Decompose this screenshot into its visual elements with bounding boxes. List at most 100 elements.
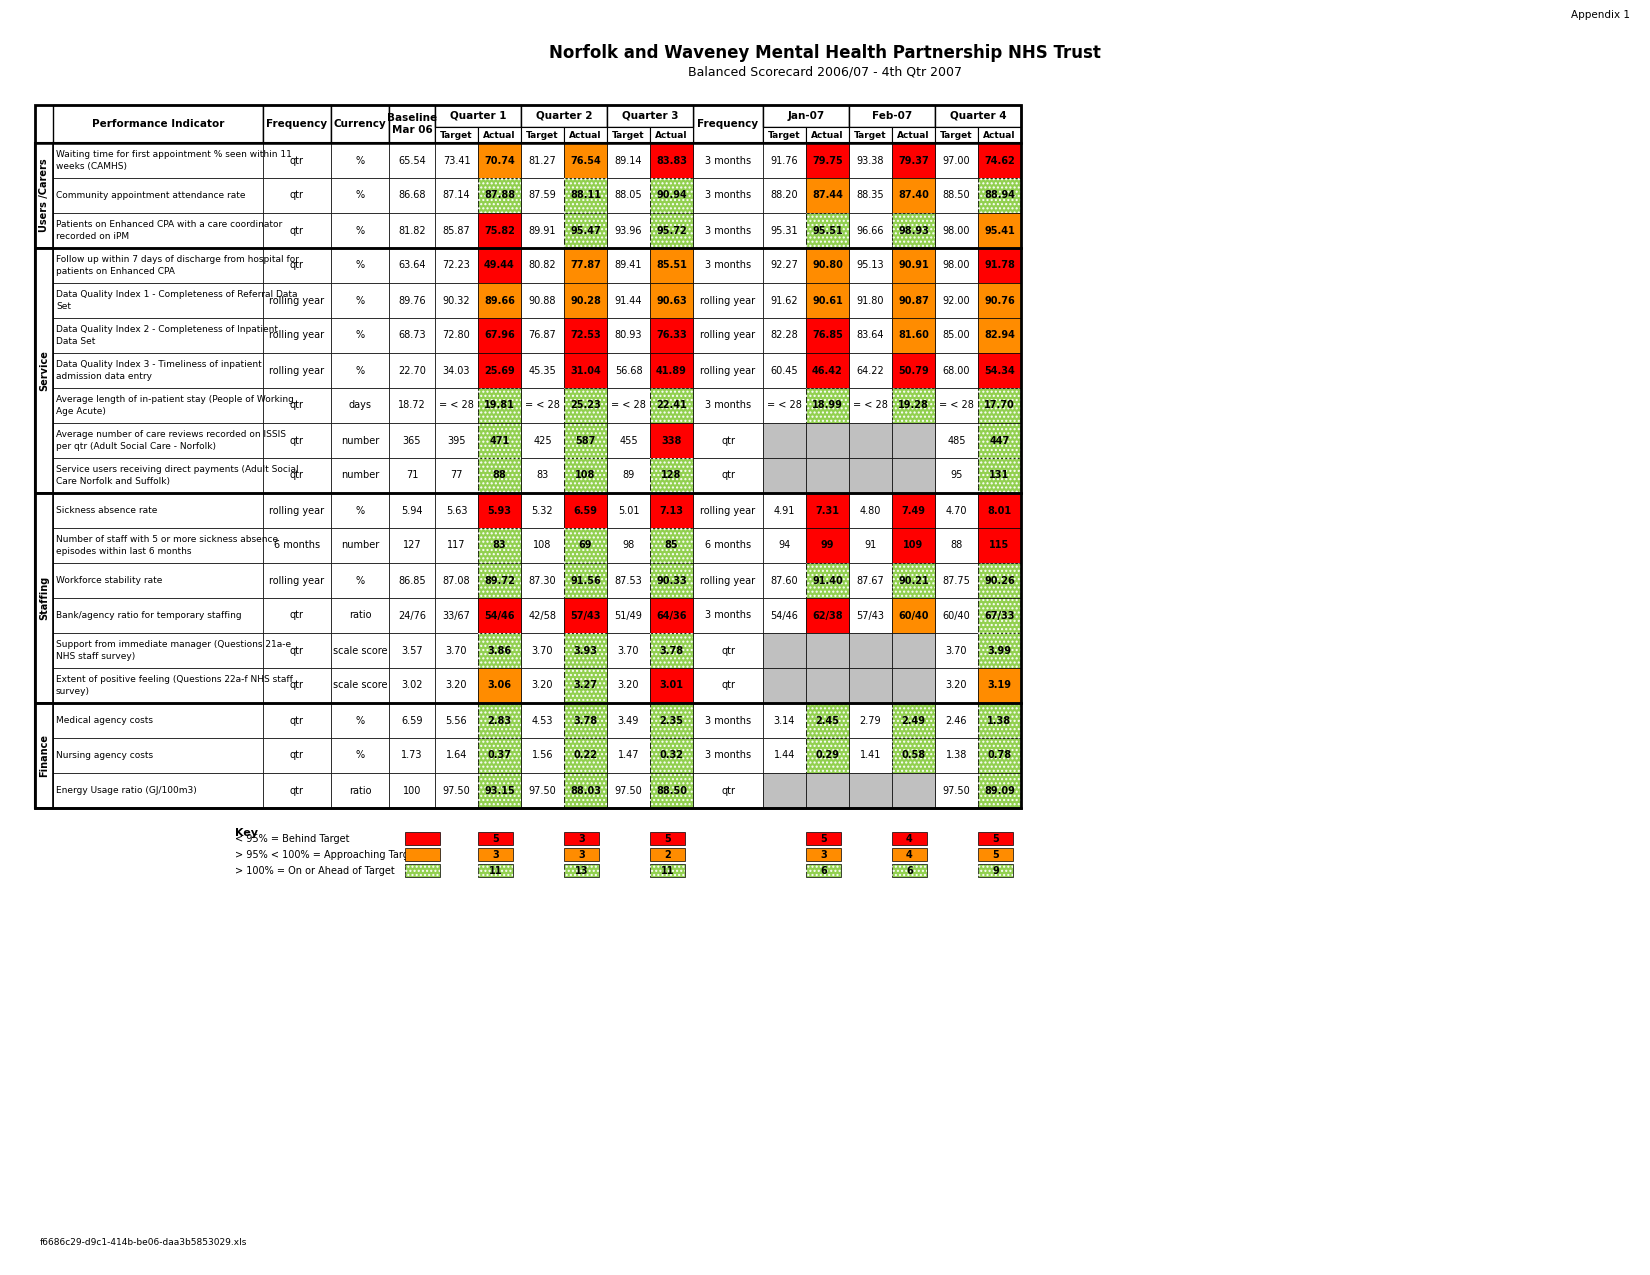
Text: Performance Indicator: Performance Indicator bbox=[92, 119, 224, 129]
Bar bbox=[693, 105, 762, 143]
Text: 88.50: 88.50 bbox=[657, 785, 686, 796]
Bar bbox=[53, 493, 262, 528]
Text: 91.56: 91.56 bbox=[571, 575, 601, 585]
Bar bbox=[936, 249, 978, 283]
Bar bbox=[53, 458, 262, 493]
Bar bbox=[693, 493, 762, 528]
Bar bbox=[893, 864, 927, 877]
Bar bbox=[262, 423, 332, 458]
Text: qtr: qtr bbox=[290, 751, 304, 760]
Text: 46.42: 46.42 bbox=[812, 366, 843, 376]
Bar bbox=[332, 703, 389, 738]
Bar bbox=[35, 703, 53, 808]
Text: qtr: qtr bbox=[721, 785, 734, 796]
Bar bbox=[607, 143, 650, 179]
Text: 95.41: 95.41 bbox=[983, 226, 1015, 236]
Bar bbox=[53, 283, 262, 317]
Text: 87.88: 87.88 bbox=[483, 190, 515, 200]
Bar bbox=[262, 493, 332, 528]
Bar bbox=[389, 632, 436, 668]
Text: Number of staff with 5 or more sickness absence
episodes within last 6 months: Number of staff with 5 or more sickness … bbox=[56, 536, 279, 556]
Text: 0.32: 0.32 bbox=[660, 751, 683, 760]
Text: 100: 100 bbox=[403, 785, 421, 796]
Bar bbox=[607, 773, 650, 808]
Text: 31.04: 31.04 bbox=[571, 366, 601, 376]
Bar bbox=[53, 564, 262, 598]
Text: %: % bbox=[355, 715, 365, 725]
Text: Follow up within 7 days of discharge from hospital for
patients on Enhanced CPA: Follow up within 7 days of discharge fro… bbox=[56, 255, 299, 275]
Text: 3.20: 3.20 bbox=[945, 681, 967, 691]
Text: 90.88: 90.88 bbox=[528, 296, 556, 306]
Bar bbox=[893, 388, 936, 423]
Bar bbox=[564, 773, 607, 808]
Text: 33/67: 33/67 bbox=[442, 611, 470, 621]
Text: 89.41: 89.41 bbox=[615, 260, 642, 270]
Text: rolling year: rolling year bbox=[269, 575, 325, 585]
Bar bbox=[693, 388, 762, 423]
Text: number: number bbox=[342, 470, 380, 481]
Bar bbox=[436, 213, 478, 249]
Bar bbox=[805, 213, 850, 249]
Text: 395: 395 bbox=[447, 436, 465, 445]
Bar bbox=[607, 179, 650, 213]
Text: 5.63: 5.63 bbox=[446, 505, 467, 515]
Bar bbox=[607, 458, 650, 493]
Bar bbox=[693, 773, 762, 808]
Bar bbox=[53, 213, 262, 249]
Text: 0.22: 0.22 bbox=[574, 751, 597, 760]
Text: Target: Target bbox=[769, 130, 800, 139]
Bar bbox=[564, 353, 607, 388]
Bar bbox=[893, 864, 927, 877]
Text: 60/40: 60/40 bbox=[942, 611, 970, 621]
Bar bbox=[332, 564, 389, 598]
Bar bbox=[693, 353, 762, 388]
Text: 6 months: 6 months bbox=[274, 541, 320, 551]
Text: 128: 128 bbox=[662, 470, 681, 481]
Bar bbox=[389, 213, 436, 249]
Bar bbox=[936, 493, 978, 528]
Bar bbox=[332, 249, 389, 283]
Bar bbox=[936, 105, 1021, 128]
Text: Target: Target bbox=[441, 130, 474, 139]
Bar bbox=[978, 668, 1021, 703]
Bar bbox=[650, 128, 693, 143]
Text: 471: 471 bbox=[490, 436, 510, 445]
Text: 91.44: 91.44 bbox=[615, 296, 642, 306]
Bar bbox=[478, 458, 521, 493]
Text: 485: 485 bbox=[947, 436, 965, 445]
Bar bbox=[53, 143, 262, 179]
Bar bbox=[332, 773, 389, 808]
Text: qtr: qtr bbox=[290, 156, 304, 166]
Bar bbox=[404, 833, 441, 845]
Bar bbox=[564, 703, 607, 738]
Text: = < 28: = < 28 bbox=[853, 400, 888, 411]
Bar bbox=[478, 528, 521, 564]
Text: 2: 2 bbox=[663, 849, 672, 859]
Text: 115: 115 bbox=[990, 541, 1010, 551]
Text: Data Quality Index 3 - Timeliness of inpatient
admission data entry: Data Quality Index 3 - Timeliness of inp… bbox=[56, 361, 262, 380]
Bar bbox=[607, 105, 693, 128]
Bar bbox=[53, 423, 262, 458]
Bar bbox=[478, 632, 521, 668]
Text: 8.01: 8.01 bbox=[987, 505, 1011, 515]
Bar bbox=[436, 423, 478, 458]
Bar bbox=[805, 458, 850, 493]
Bar bbox=[564, 423, 607, 458]
Text: 6 months: 6 months bbox=[705, 541, 751, 551]
Text: 3.49: 3.49 bbox=[617, 715, 639, 725]
Bar bbox=[805, 317, 850, 353]
Text: 88.50: 88.50 bbox=[942, 190, 970, 200]
Bar bbox=[693, 143, 762, 179]
Text: 89.66: 89.66 bbox=[483, 296, 515, 306]
Text: 83.83: 83.83 bbox=[657, 156, 686, 166]
Text: 2.49: 2.49 bbox=[901, 715, 926, 725]
Text: 72.80: 72.80 bbox=[442, 330, 470, 340]
Bar bbox=[478, 213, 521, 249]
Bar bbox=[332, 493, 389, 528]
Text: 71: 71 bbox=[406, 470, 417, 481]
Text: 95.47: 95.47 bbox=[571, 226, 601, 236]
Bar bbox=[650, 528, 693, 564]
Bar bbox=[564, 283, 607, 317]
Bar bbox=[389, 179, 436, 213]
Text: 83.64: 83.64 bbox=[856, 330, 884, 340]
